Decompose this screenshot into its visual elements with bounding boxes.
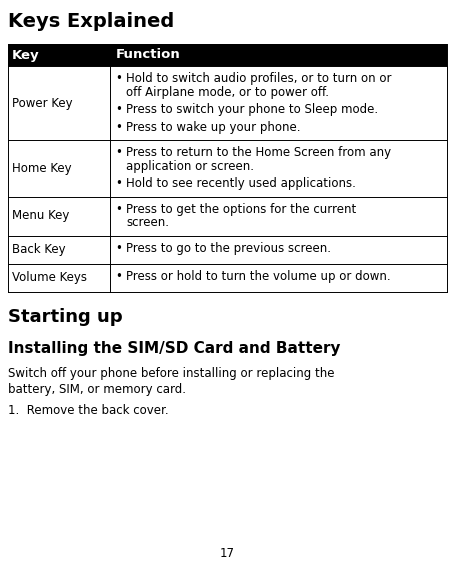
Text: •: • (115, 104, 122, 116)
Text: Press to go to the previous screen.: Press to go to the previous screen. (126, 242, 331, 255)
Text: Press to switch your phone to Sleep mode.: Press to switch your phone to Sleep mode… (126, 104, 378, 116)
Text: Volume Keys: Volume Keys (12, 271, 87, 284)
Text: Hold to switch audio profiles, or to turn on or: Hold to switch audio profiles, or to tur… (126, 72, 391, 85)
Text: Switch off your phone before installing or replacing the: Switch off your phone before installing … (8, 367, 334, 380)
Text: 17: 17 (220, 547, 235, 560)
Text: Keys Explained: Keys Explained (8, 12, 174, 31)
Text: Menu Key: Menu Key (12, 209, 69, 223)
Bar (8, 264, 447, 292)
Text: Press to return to the Home Screen from any: Press to return to the Home Screen from … (126, 146, 391, 159)
Text: off Airplane mode, or to power off.: off Airplane mode, or to power off. (126, 86, 329, 99)
Text: •: • (115, 72, 122, 85)
Text: screen.: screen. (126, 216, 169, 229)
Text: Press to get the options for the current: Press to get the options for the current (126, 202, 356, 216)
Text: •: • (115, 202, 122, 216)
Bar (8, 236, 447, 264)
Text: •: • (115, 146, 122, 159)
Text: Power Key: Power Key (12, 97, 73, 109)
Text: Back Key: Back Key (12, 243, 66, 256)
Text: Home Key: Home Key (12, 162, 71, 175)
Text: Installing the SIM/SD Card and Battery: Installing the SIM/SD Card and Battery (8, 341, 340, 356)
Bar (8, 197, 447, 236)
Text: Press or hold to turn the volume up or down.: Press or hold to turn the volume up or d… (126, 270, 391, 283)
Text: •: • (115, 270, 122, 283)
Text: Hold to see recently used applications.: Hold to see recently used applications. (126, 177, 356, 190)
Bar (8, 66, 447, 140)
Text: Function: Function (116, 49, 181, 62)
Text: 1.  Remove the back cover.: 1. Remove the back cover. (8, 403, 169, 416)
Bar (8, 140, 447, 197)
Text: •: • (115, 177, 122, 190)
Text: Press to wake up your phone.: Press to wake up your phone. (126, 121, 300, 134)
Text: application or screen.: application or screen. (126, 160, 254, 173)
Bar (8, 44, 447, 66)
Text: battery, SIM, or memory card.: battery, SIM, or memory card. (8, 383, 186, 395)
Text: Starting up: Starting up (8, 308, 123, 325)
Text: Key: Key (12, 49, 40, 62)
Text: •: • (115, 121, 122, 134)
Text: •: • (115, 242, 122, 255)
